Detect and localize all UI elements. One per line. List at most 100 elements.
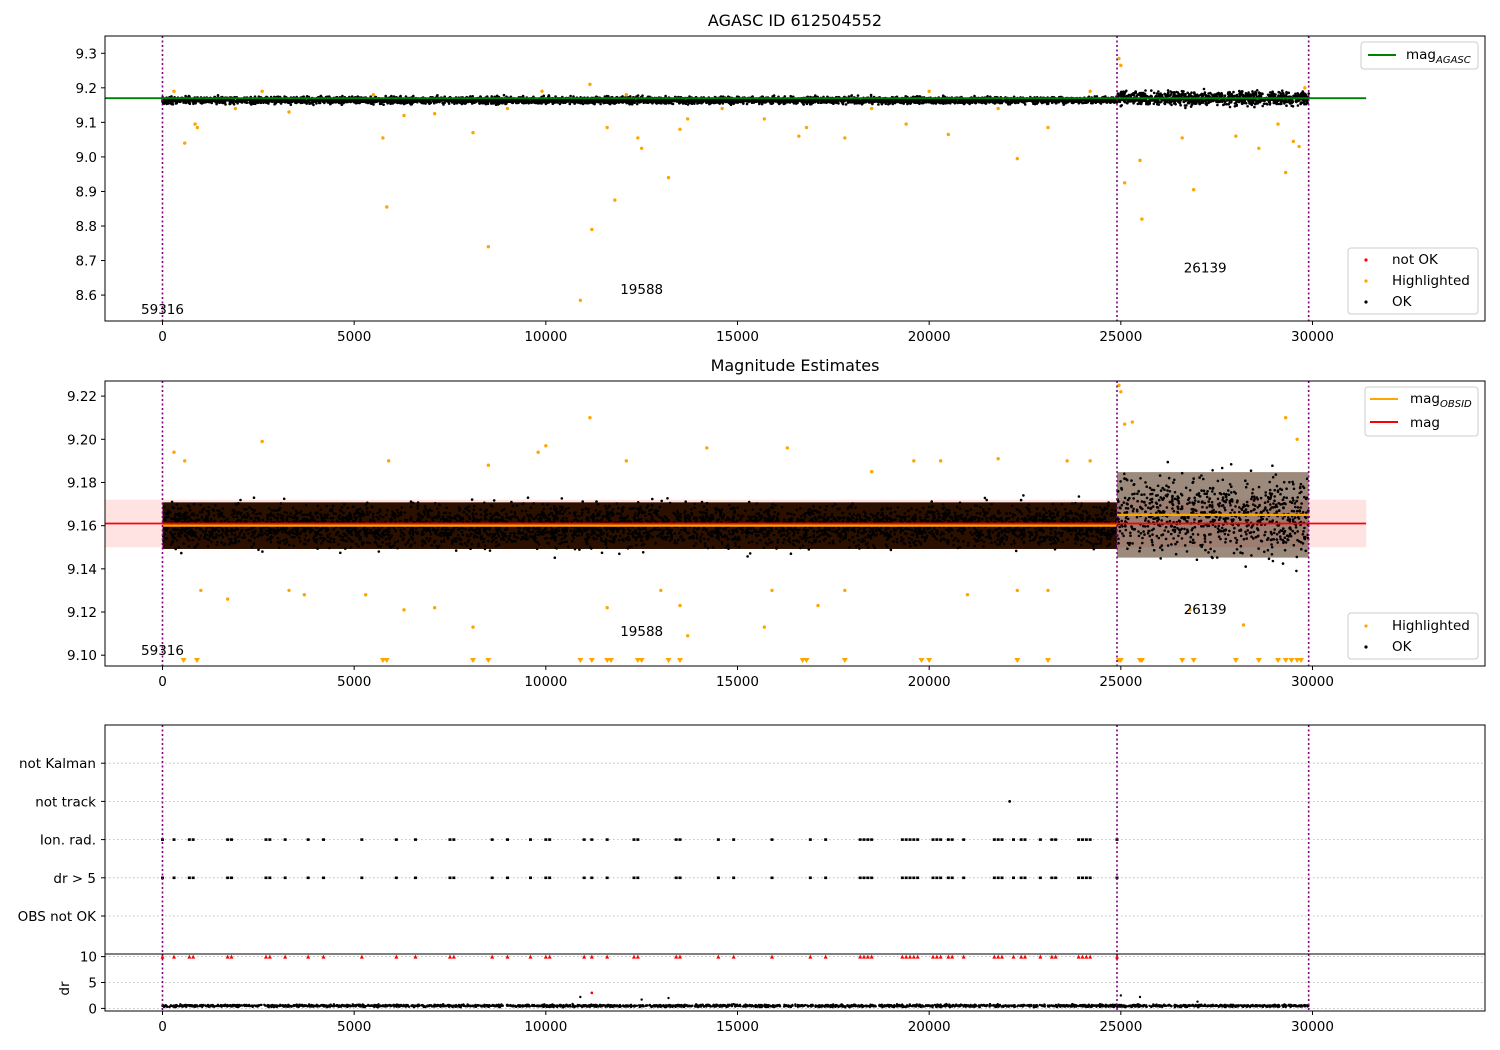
ok-point bbox=[759, 98, 763, 102]
ok-point bbox=[783, 102, 787, 105]
ok-point bbox=[808, 99, 812, 102]
ok-point bbox=[295, 101, 298, 105]
ok-point bbox=[599, 102, 602, 106]
ok-point bbox=[810, 102, 813, 106]
ok-point bbox=[408, 98, 411, 102]
ok-point bbox=[170, 95, 173, 98]
ok-point bbox=[728, 102, 732, 105]
ok-point bbox=[232, 101, 235, 105]
ok-point bbox=[904, 95, 907, 98]
ok-point bbox=[556, 101, 560, 104]
ok-point bbox=[598, 100, 602, 103]
ok-point bbox=[685, 100, 688, 103]
ok-point bbox=[700, 101, 703, 105]
ok-point bbox=[569, 94, 572, 98]
ok-point bbox=[914, 101, 917, 105]
ok-point bbox=[877, 103, 880, 106]
ok-point bbox=[341, 101, 345, 104]
ok-point bbox=[349, 100, 352, 104]
ok-point bbox=[627, 101, 630, 104]
ok-point bbox=[859, 99, 863, 103]
ok-point bbox=[640, 99, 643, 102]
ok-point bbox=[207, 99, 210, 103]
ok-point bbox=[540, 98, 544, 102]
ok-point bbox=[436, 94, 439, 97]
ok-point bbox=[200, 98, 203, 102]
ok-point bbox=[370, 100, 373, 103]
ok-point bbox=[949, 102, 952, 105]
ok-point bbox=[537, 101, 540, 105]
ok-point bbox=[447, 102, 451, 105]
ok-point bbox=[843, 99, 846, 102]
ok-point bbox=[583, 100, 587, 104]
ok-point bbox=[1091, 99, 1095, 102]
ok-point bbox=[621, 95, 624, 98]
ok-point bbox=[804, 100, 808, 104]
ok-point bbox=[906, 98, 910, 102]
ok-point bbox=[771, 95, 774, 98]
ok-point bbox=[291, 99, 295, 102]
ok-point bbox=[184, 101, 188, 105]
ok-point bbox=[546, 100, 550, 104]
ok-point bbox=[1030, 99, 1033, 102]
ok-point bbox=[194, 100, 198, 103]
ok-point bbox=[770, 100, 774, 104]
ok-point bbox=[606, 100, 609, 104]
ok-point bbox=[533, 98, 536, 102]
ok-point bbox=[562, 101, 565, 105]
ok-point bbox=[227, 98, 231, 102]
ok-point bbox=[996, 100, 1000, 103]
ok-point bbox=[573, 100, 577, 103]
ok-point bbox=[932, 102, 935, 105]
ok-point bbox=[887, 100, 891, 103]
ok-point bbox=[470, 102, 474, 105]
ok-point bbox=[941, 94, 945, 97]
ok-point bbox=[279, 102, 283, 105]
ok-point bbox=[403, 100, 407, 104]
ok-point bbox=[496, 100, 500, 104]
ok-point bbox=[610, 101, 613, 104]
ok-point bbox=[398, 101, 402, 105]
ok-point bbox=[399, 99, 403, 103]
ok-point bbox=[688, 98, 691, 102]
ok-point bbox=[1099, 102, 1103, 105]
ok-point bbox=[168, 99, 172, 103]
ok-point bbox=[894, 100, 897, 104]
ok-point bbox=[1077, 100, 1081, 103]
ok-point bbox=[874, 100, 878, 103]
ok-point bbox=[642, 99, 646, 103]
ok-point bbox=[787, 100, 790, 103]
ok-point bbox=[216, 94, 220, 97]
ok-point bbox=[397, 99, 400, 102]
ok-point bbox=[716, 100, 719, 104]
ok-point bbox=[524, 100, 528, 103]
ok-point bbox=[901, 100, 905, 104]
ok-point bbox=[663, 99, 666, 102]
ok-point bbox=[259, 100, 262, 103]
ok-point bbox=[443, 101, 446, 104]
ok-point bbox=[559, 101, 563, 104]
ok-point bbox=[313, 99, 317, 102]
ok-point bbox=[471, 100, 474, 103]
ok-point bbox=[859, 101, 863, 105]
ok-point bbox=[833, 100, 836, 103]
ok-point bbox=[486, 98, 490, 102]
ok-point bbox=[795, 99, 799, 102]
ok-point bbox=[489, 102, 493, 105]
ok-point bbox=[496, 103, 500, 106]
ok-point bbox=[333, 100, 337, 104]
ok-point bbox=[836, 100, 840, 104]
ok-point bbox=[249, 100, 252, 103]
ok-point bbox=[565, 98, 568, 102]
ok-point bbox=[1001, 99, 1004, 103]
ok-point bbox=[498, 100, 502, 104]
ok-point bbox=[672, 99, 675, 102]
ok-point bbox=[172, 99, 176, 102]
ok-point bbox=[406, 101, 409, 104]
ok-point bbox=[742, 102, 745, 105]
ok-point bbox=[879, 101, 883, 104]
ok-point bbox=[240, 101, 244, 104]
ok-point bbox=[605, 94, 609, 98]
ok-point bbox=[903, 99, 907, 103]
ok-point bbox=[758, 102, 761, 106]
